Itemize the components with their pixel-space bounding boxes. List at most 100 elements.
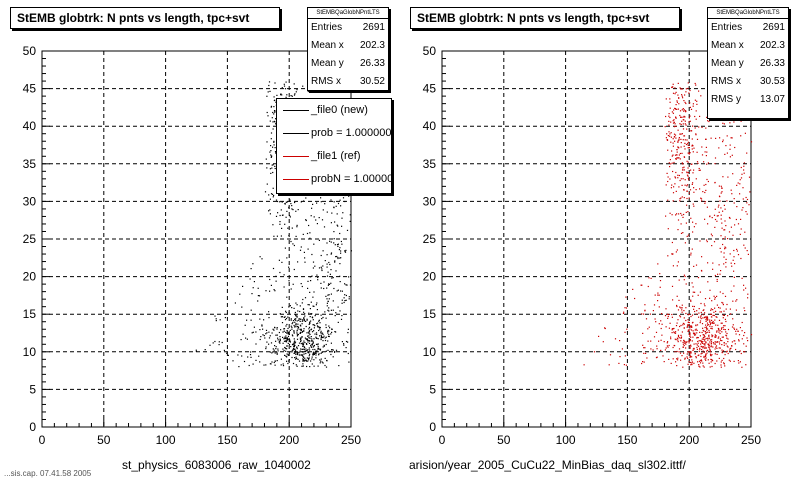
data-point <box>690 364 692 366</box>
data-point <box>681 152 683 154</box>
data-point <box>276 353 278 355</box>
data-point <box>669 159 671 161</box>
data-point <box>683 213 685 216</box>
data-point <box>725 343 727 345</box>
data-point <box>717 327 719 330</box>
data-point <box>688 324 690 326</box>
data-point <box>291 323 293 325</box>
data-point <box>727 238 729 240</box>
data-point <box>725 145 727 147</box>
data-point <box>697 162 699 164</box>
data-point <box>309 349 311 351</box>
stat-value: 30.53 <box>759 76 785 87</box>
data-point <box>740 135 742 137</box>
data-point <box>733 202 735 204</box>
data-point <box>265 333 267 335</box>
left-stats-row: Entries 2691 <box>308 19 388 37</box>
data-point <box>324 339 327 342</box>
data-point <box>257 300 259 302</box>
data-point <box>645 318 648 320</box>
data-point <box>688 153 690 155</box>
data-point <box>313 216 315 218</box>
data-point <box>303 320 305 322</box>
data-point <box>697 337 699 339</box>
data-point <box>730 226 732 228</box>
data-point <box>294 351 296 353</box>
data-point <box>669 98 671 100</box>
data-point <box>705 347 707 349</box>
data-point <box>275 215 278 217</box>
data-point <box>689 339 691 341</box>
data-point <box>308 331 311 333</box>
data-point <box>690 325 693 327</box>
data-point <box>300 328 302 330</box>
data-point <box>688 192 690 194</box>
data-point <box>693 348 695 350</box>
data-point <box>298 342 301 344</box>
data-point <box>716 278 718 281</box>
data-point <box>322 346 324 348</box>
data-point <box>694 310 696 313</box>
data-point <box>318 326 320 328</box>
data-point <box>311 358 313 360</box>
data-point <box>689 355 692 357</box>
data-point <box>336 244 339 246</box>
data-point <box>291 307 293 309</box>
data-point <box>691 282 693 284</box>
data-point <box>732 173 734 175</box>
data-point <box>330 293 332 295</box>
data-point <box>269 151 271 153</box>
data-point <box>715 310 717 312</box>
data-point <box>240 339 242 341</box>
data-point <box>345 249 347 251</box>
data-point <box>329 263 331 266</box>
data-point <box>277 348 279 350</box>
data-point <box>689 328 691 330</box>
data-point <box>307 352 310 354</box>
data-point <box>675 171 677 174</box>
data-point <box>307 357 310 359</box>
data-point <box>680 116 682 118</box>
data-point <box>658 294 660 296</box>
data-point <box>305 343 308 345</box>
data-point <box>277 339 279 341</box>
data-point <box>341 290 343 292</box>
data-point <box>286 337 289 339</box>
data-point <box>702 346 704 348</box>
data-point <box>654 318 656 320</box>
y-tick-label: 25 <box>23 232 37 246</box>
data-point <box>705 355 707 357</box>
data-point <box>337 289 339 291</box>
left-x-axis-title: st_physics_6083006_raw_1040002 <box>122 458 311 472</box>
data-point <box>307 360 309 362</box>
data-point <box>343 344 345 346</box>
data-point <box>689 353 691 355</box>
data-point <box>280 329 282 331</box>
data-point <box>333 231 335 233</box>
data-point <box>320 334 322 336</box>
data-point <box>340 290 342 292</box>
data-point <box>309 321 311 323</box>
data-point <box>677 357 679 359</box>
data-point <box>707 281 709 283</box>
data-point <box>299 305 301 307</box>
data-point <box>688 346 691 348</box>
data-point <box>680 359 682 361</box>
data-point <box>277 337 279 339</box>
data-point <box>296 346 298 348</box>
data-point <box>667 199 669 201</box>
data-point <box>723 252 725 254</box>
data-point <box>668 115 670 117</box>
data-point <box>299 249 302 251</box>
data-point <box>675 361 677 363</box>
data-point <box>703 330 705 332</box>
data-point <box>331 212 333 214</box>
data-point <box>295 356 297 358</box>
data-point <box>700 355 702 358</box>
data-point <box>281 306 283 308</box>
data-point <box>682 366 684 368</box>
data-point <box>328 333 330 336</box>
data-point <box>347 341 349 343</box>
data-point <box>740 257 742 260</box>
data-point <box>747 293 749 295</box>
